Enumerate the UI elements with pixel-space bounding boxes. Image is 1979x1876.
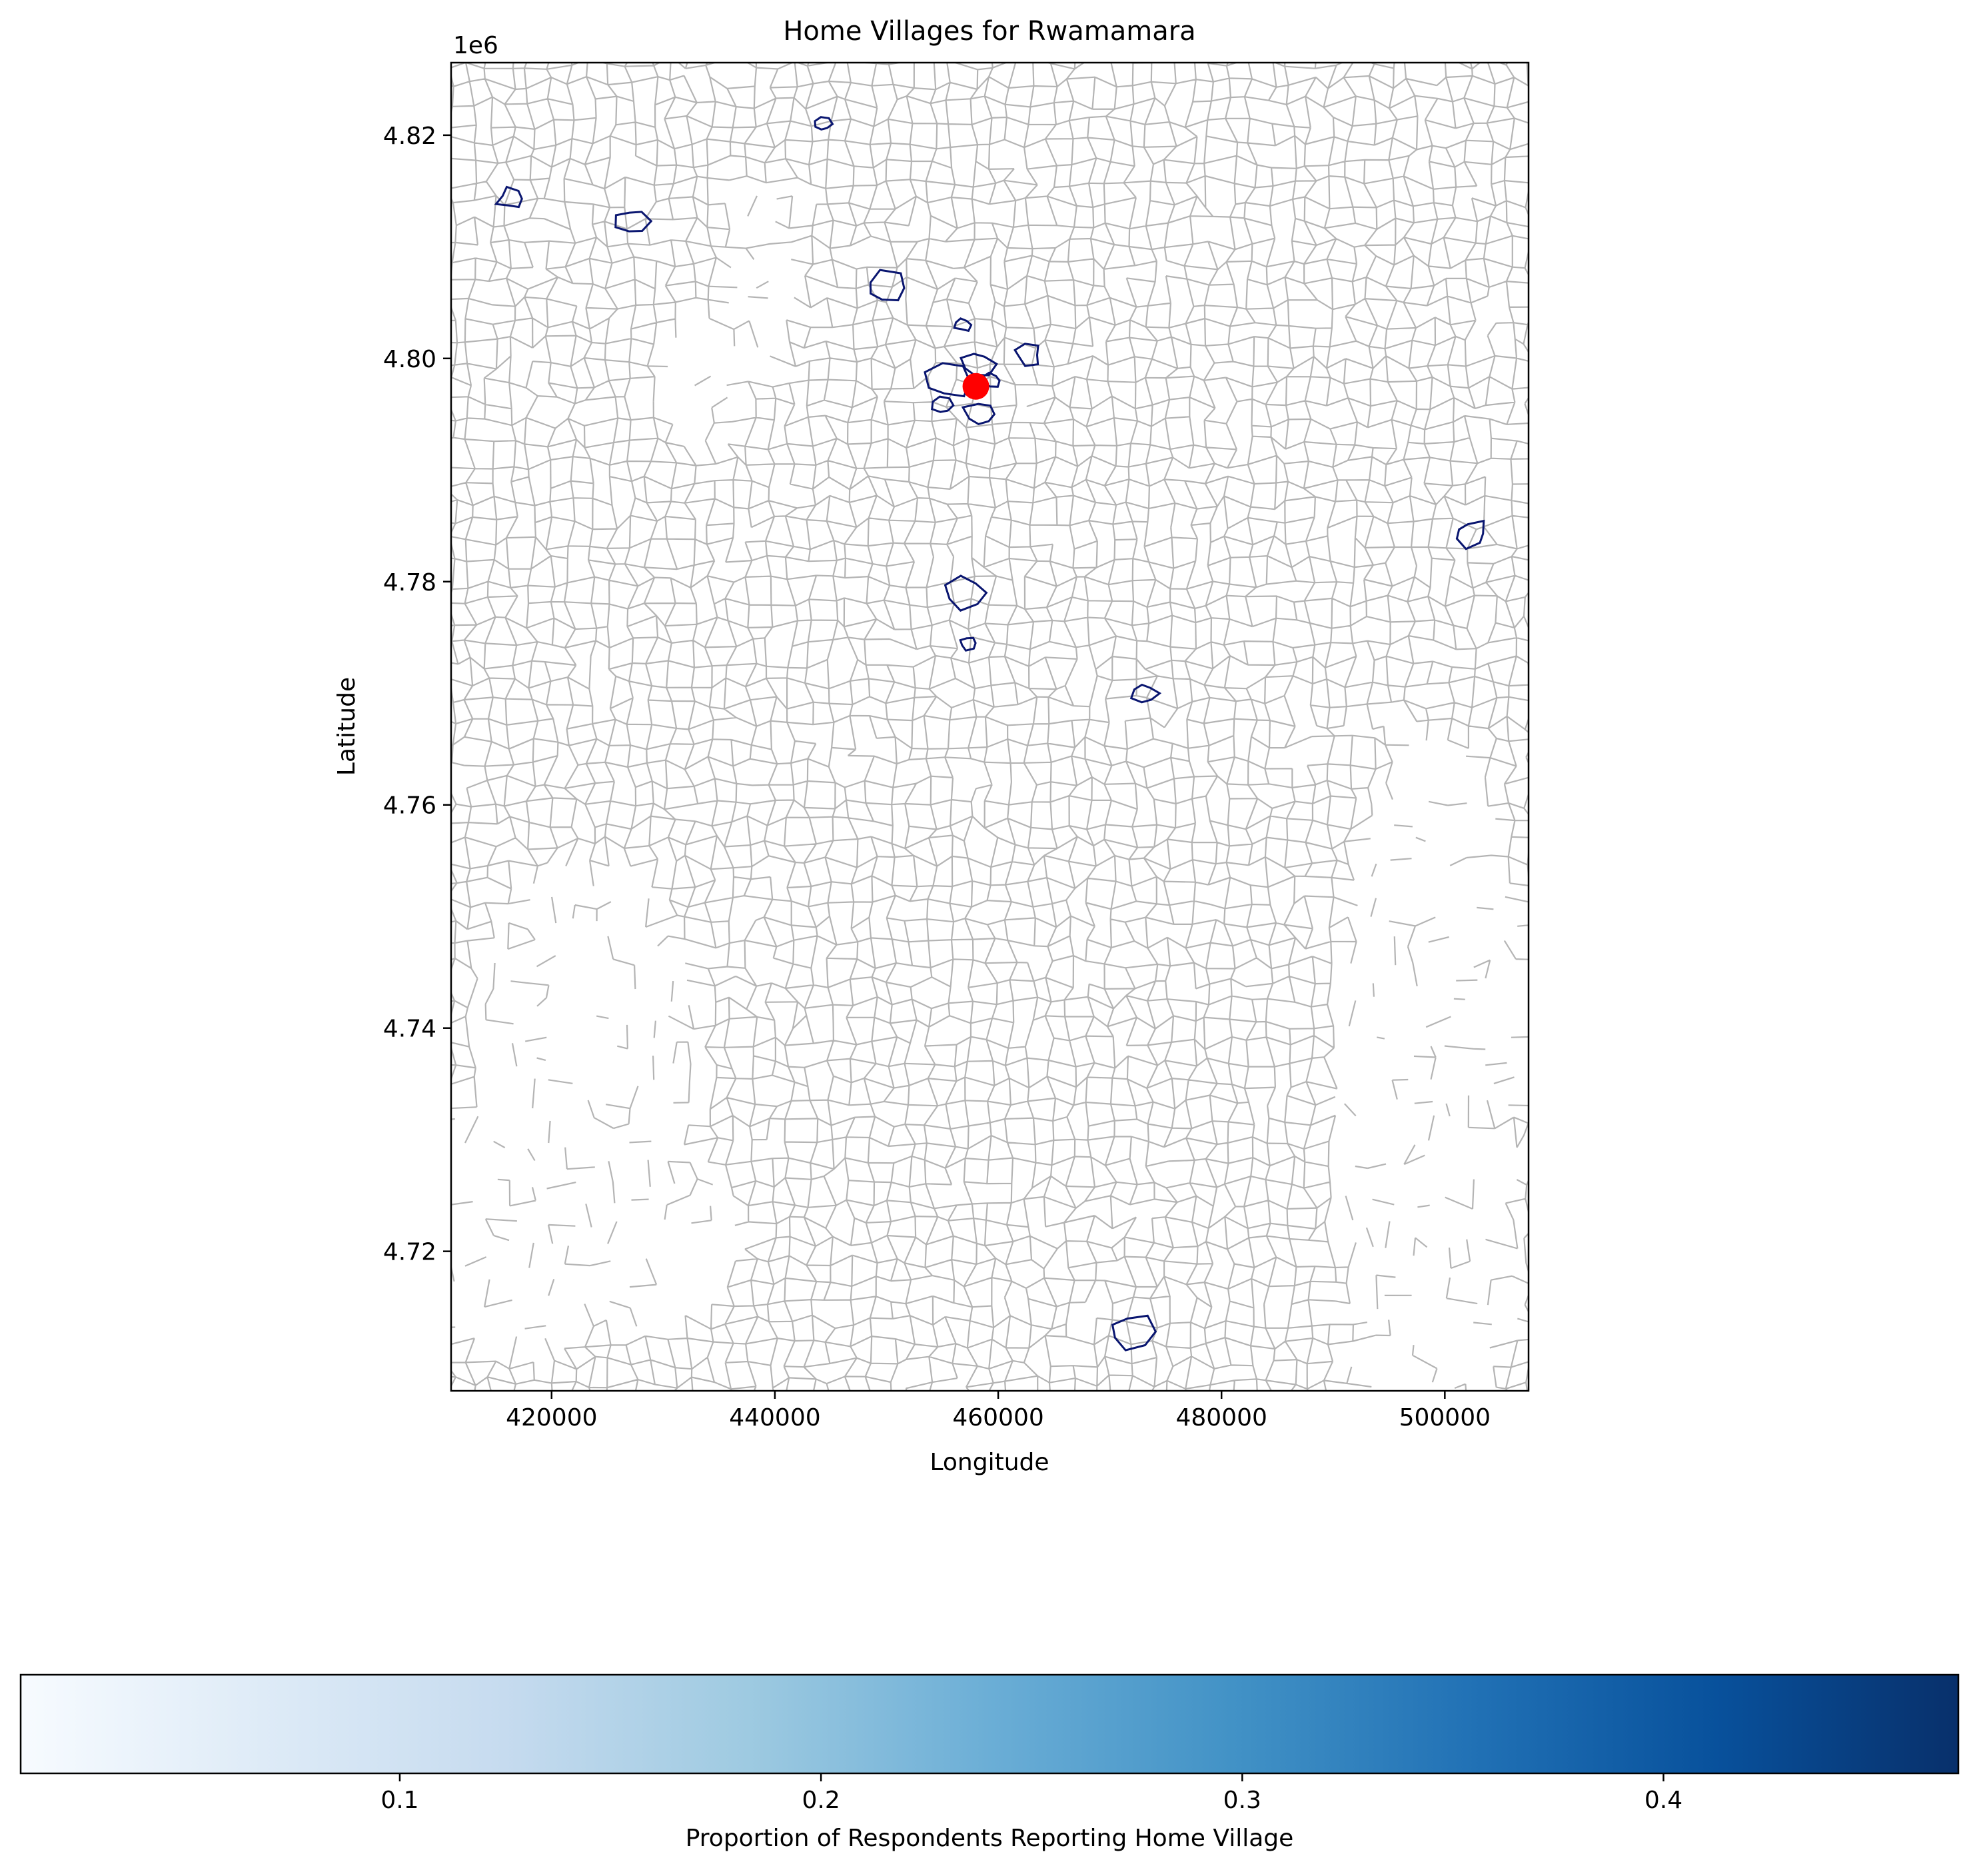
- highlighted-village[interactable]: [869, 269, 906, 302]
- boundary-mesh: [451, 63, 1529, 1391]
- highlighted-village[interactable]: [814, 116, 834, 131]
- map-title: Home Villages for Rwamamara: [783, 16, 1195, 47]
- colorbar-label: Proportion of Respondents Reporting Home…: [686, 1825, 1294, 1852]
- colorbar: [19, 1673, 1960, 1775]
- home-village-marker[interactable]: [962, 373, 990, 400]
- colorbar-ticks: 0.1 0.2 0.3 0.4: [380, 1773, 1682, 1814]
- highlighted-village[interactable]: [924, 362, 971, 398]
- village-boundaries: [451, 63, 1529, 1391]
- x-tick-label: 460000: [952, 1404, 1043, 1431]
- x-tick-label: 420000: [506, 1404, 597, 1431]
- y-tick-label: 4.82: [383, 123, 436, 150]
- highlighted-village[interactable]: [944, 574, 988, 612]
- map-area: [451, 63, 1529, 1391]
- highlighted-village[interactable]: [1455, 519, 1485, 550]
- map-background: [451, 63, 1529, 1391]
- highlighted-village[interactable]: [961, 403, 996, 426]
- highlighted-village[interactable]: [959, 636, 977, 652]
- highlighted-village[interactable]: [1111, 1314, 1157, 1352]
- x-axis-label: Longitude: [930, 1449, 1049, 1476]
- y-tick-label: 4.78: [383, 569, 436, 596]
- highlighted-village[interactable]: [614, 211, 653, 233]
- map-frame: [450, 61, 1530, 1392]
- x-tick-label: 500000: [1399, 1404, 1491, 1431]
- colorbar-tick-label: 0.1: [380, 1787, 418, 1814]
- highlighted-village[interactable]: [953, 317, 973, 333]
- x-axis-ticks: 420000 440000 460000 480000 500000: [506, 1391, 1491, 1431]
- highlighted-village[interactable]: [1129, 683, 1162, 704]
- y-axis-ticks: 4.72 4.74 4.76 4.78 4.80 4.82: [383, 123, 451, 1266]
- highlighted-village[interactable]: [931, 395, 955, 413]
- y-tick-label: 4.74: [383, 1016, 436, 1043]
- colorbar-tick-label: 0.3: [1223, 1787, 1261, 1814]
- x-tick-label: 440000: [729, 1404, 820, 1431]
- y-tick-label: 4.76: [383, 792, 436, 820]
- colorbar-tick-label: 0.4: [1645, 1787, 1682, 1814]
- y-tick-label: 4.72: [383, 1239, 436, 1266]
- highlighted-village[interactable]: [1013, 343, 1039, 367]
- x-tick-label: 480000: [1175, 1404, 1267, 1431]
- y-tick-label: 4.80: [383, 346, 436, 373]
- y-axis-label: Latitude: [333, 677, 360, 776]
- highlighted-village[interactable]: [494, 185, 523, 209]
- colorbar-tick-label: 0.2: [802, 1787, 840, 1814]
- y-offset-label: 1e6: [453, 32, 498, 59]
